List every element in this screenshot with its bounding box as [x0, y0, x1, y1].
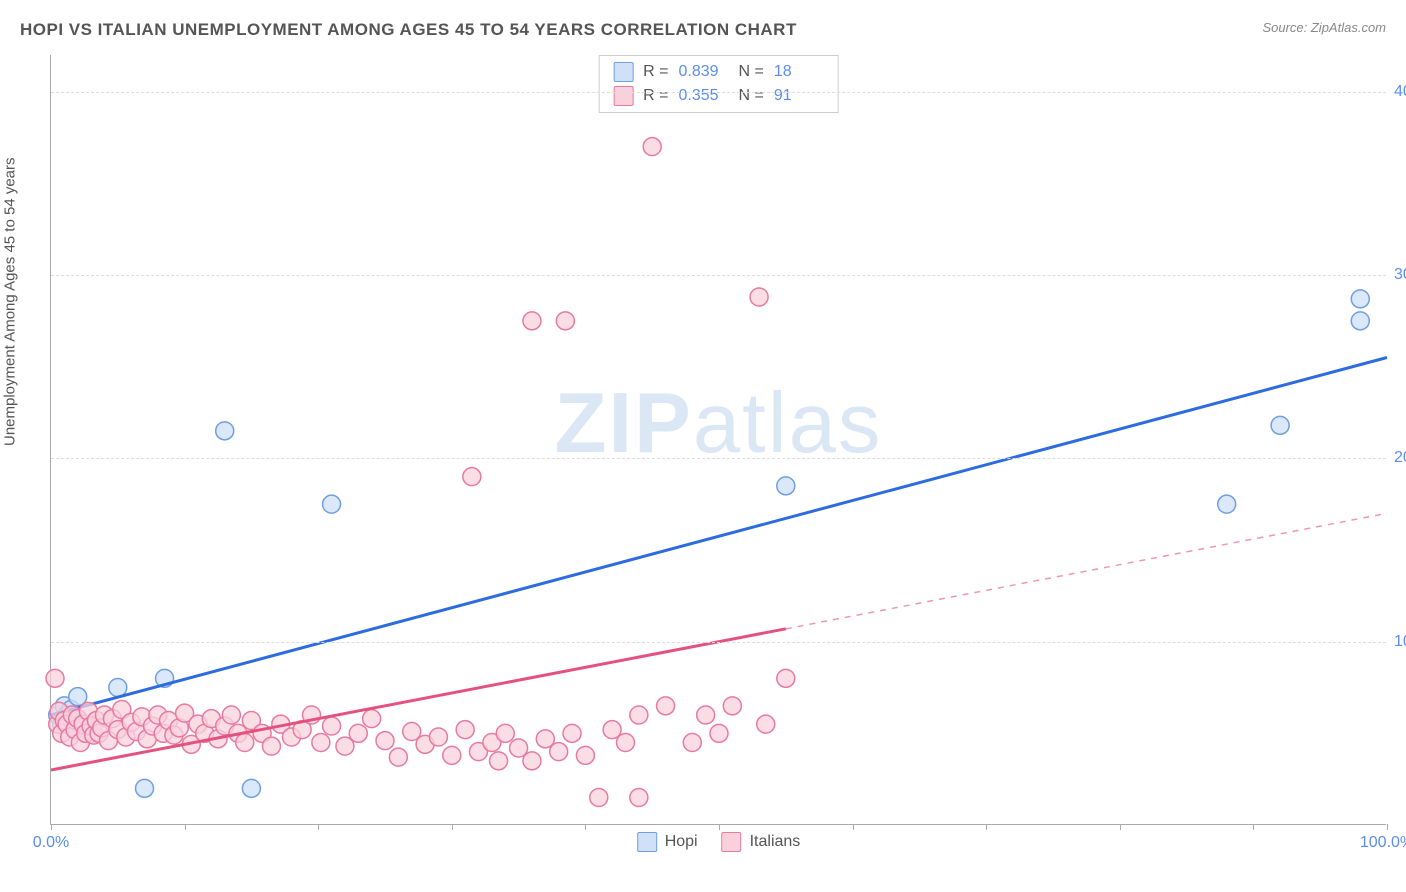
data-point — [1351, 312, 1369, 330]
regression-line-dashed — [786, 513, 1387, 628]
data-point — [1218, 495, 1236, 513]
grid-line — [51, 92, 1386, 93]
grid-line — [51, 642, 1386, 643]
grid-line — [51, 458, 1386, 459]
data-point — [683, 734, 701, 752]
y-tick-label: 30.0% — [1394, 266, 1406, 284]
data-point — [777, 669, 795, 687]
data-point — [576, 746, 594, 764]
x-tick — [452, 824, 453, 830]
y-axis-label: Unemployment Among Ages 45 to 54 years — [2, 157, 19, 446]
data-point — [777, 477, 795, 495]
bottom-legend: Hopi Italians — [637, 832, 801, 852]
legend-swatch — [637, 832, 657, 852]
x-tick — [585, 824, 586, 830]
bottom-legend-label: Hopi — [665, 833, 698, 851]
data-point — [216, 422, 234, 440]
data-point — [490, 752, 508, 770]
data-point — [463, 468, 481, 486]
data-point — [556, 312, 574, 330]
x-tick — [1253, 824, 1254, 830]
data-point — [616, 734, 634, 752]
chart-title: HOPI VS ITALIAN UNEMPLOYMENT AMONG AGES … — [20, 20, 797, 40]
data-point — [363, 710, 381, 728]
x-tick — [1387, 824, 1388, 830]
data-point — [456, 721, 474, 739]
data-point — [630, 706, 648, 724]
data-point — [109, 679, 127, 697]
legend-swatch — [722, 832, 742, 852]
plot-area: ZIPatlas R =0.839N =18R =0.355N =91 Hopi… — [50, 55, 1386, 825]
data-point — [750, 288, 768, 306]
data-point — [630, 789, 648, 807]
x-tick-label: 100.0% — [1360, 834, 1406, 852]
data-point — [1271, 416, 1289, 434]
x-tick — [51, 824, 52, 830]
data-point — [222, 706, 240, 724]
data-point — [1351, 290, 1369, 308]
x-tick — [853, 824, 854, 830]
grid-line — [51, 275, 1386, 276]
data-point — [262, 737, 280, 755]
data-point — [376, 732, 394, 750]
x-tick — [318, 824, 319, 830]
x-tick-label: 0.0% — [33, 834, 69, 852]
source-attribution: Source: ZipAtlas.com — [1262, 20, 1386, 35]
data-point — [136, 779, 154, 797]
data-point — [496, 724, 514, 742]
data-point — [443, 746, 461, 764]
data-point — [657, 697, 675, 715]
data-point — [590, 789, 608, 807]
data-point — [389, 748, 407, 766]
x-tick — [986, 824, 987, 830]
data-point — [550, 743, 568, 761]
x-tick — [1120, 824, 1121, 830]
data-point — [643, 138, 661, 156]
data-point — [46, 669, 64, 687]
data-point — [523, 752, 541, 770]
data-point — [723, 697, 741, 715]
chart-svg — [51, 55, 1386, 824]
data-point — [312, 734, 330, 752]
data-point — [242, 779, 260, 797]
bottom-legend-item: Italians — [722, 832, 801, 852]
bottom-legend-item: Hopi — [637, 832, 698, 852]
data-point — [323, 495, 341, 513]
y-tick-label: 40.0% — [1394, 83, 1406, 101]
data-point — [697, 706, 715, 724]
y-tick-label: 20.0% — [1394, 449, 1406, 467]
data-point — [429, 728, 447, 746]
data-point — [349, 724, 367, 742]
data-point — [757, 715, 775, 733]
regression-line — [51, 358, 1387, 716]
data-point — [236, 734, 254, 752]
bottom-legend-label: Italians — [750, 833, 801, 851]
data-point — [710, 724, 728, 742]
data-point — [323, 717, 341, 735]
data-point — [563, 724, 581, 742]
data-point — [523, 312, 541, 330]
y-tick-label: 10.0% — [1394, 633, 1406, 651]
x-tick — [185, 824, 186, 830]
x-tick — [719, 824, 720, 830]
